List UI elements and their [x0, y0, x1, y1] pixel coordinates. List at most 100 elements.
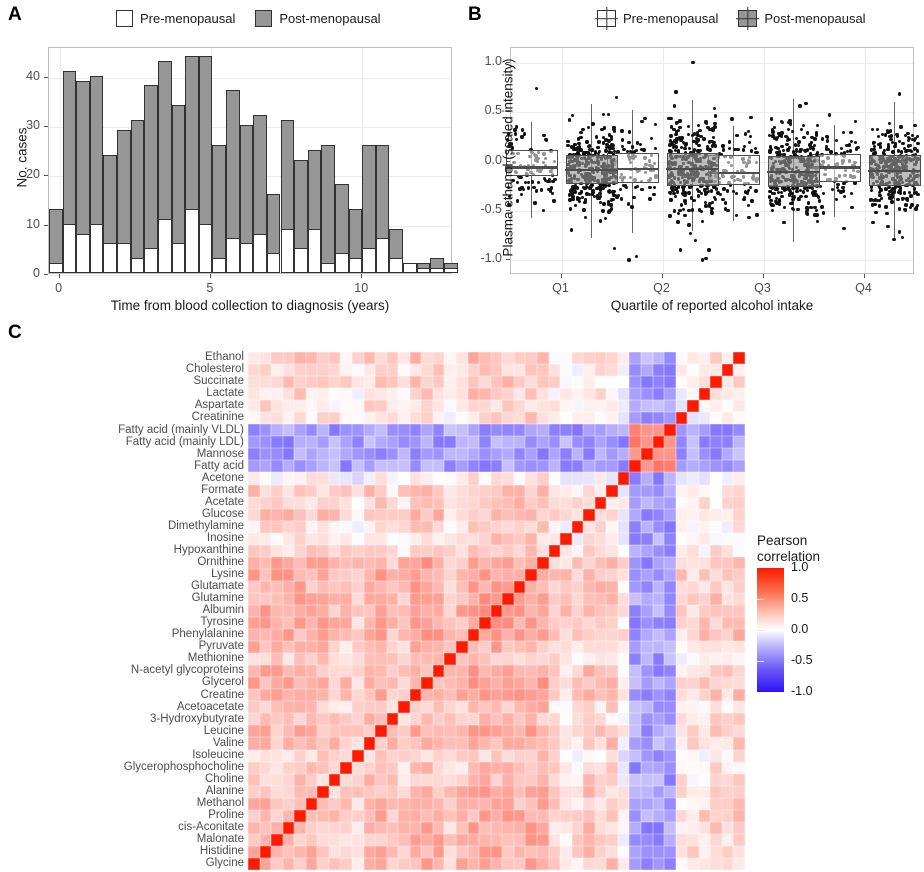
- heatmap-cell: [421, 472, 433, 485]
- heatmap-cell: [629, 797, 641, 810]
- jitter-point: [653, 146, 657, 151]
- heatmap-cell: [548, 592, 561, 605]
- heatmap-cell: [606, 388, 618, 401]
- heatmap-row-label: Aspartate: [194, 399, 244, 412]
- heatmap-cell: [479, 845, 491, 858]
- heatmap-cell: [328, 364, 341, 377]
- gridline-h: [49, 275, 451, 276]
- heatmap-cell: [248, 436, 260, 449]
- heatmap-cell: [502, 653, 514, 666]
- jitter-point: [891, 150, 895, 154]
- heatmap-cell: [594, 544, 607, 557]
- heatmap-cell: [617, 424, 630, 437]
- jitter-point: [767, 195, 772, 199]
- heatmap-cell: [444, 484, 457, 497]
- heatmap-cell: [571, 845, 584, 858]
- heatmap-cell: [271, 677, 283, 690]
- heatmap-cell: [386, 665, 399, 678]
- heatmap-cell: [640, 725, 653, 738]
- jitter-point: [643, 116, 647, 120]
- heatmap-cell: [594, 556, 607, 569]
- heatmap-cell: [594, 508, 607, 521]
- heatmap-cell: [375, 520, 387, 533]
- heatmap-cell: [594, 821, 607, 834]
- heatmap-cell: [259, 508, 272, 521]
- gridline-v: [561, 48, 563, 273]
- jitter-point: [795, 189, 799, 194]
- heatmap-cell: [375, 580, 387, 593]
- heatmap-cell: [479, 388, 491, 401]
- heatmap-cell: [259, 388, 272, 401]
- heatmap-cell: [432, 544, 445, 557]
- heatmap-cell: [687, 737, 699, 750]
- heatmap-cell: [340, 797, 353, 810]
- heatmap-cell: [640, 653, 653, 666]
- heatmap-cell: [490, 845, 503, 858]
- heatmap-cell: [571, 665, 584, 678]
- heatmap-cell: [640, 773, 653, 786]
- heatmap-cell: [259, 797, 272, 810]
- heatmap-cell: [687, 424, 699, 437]
- heatmap-cell: [594, 604, 607, 618]
- jitter-point: [669, 134, 673, 138]
- heatmap-cell: [479, 785, 491, 798]
- jitter-point: [742, 198, 746, 202]
- heatmap-cell: [352, 737, 364, 750]
- jitter-point: [683, 199, 687, 203]
- heatmap-cell: [375, 532, 387, 545]
- heatmap-cell: [606, 436, 618, 449]
- jitter-point: [612, 149, 617, 153]
- heatmap-cell: [502, 737, 514, 750]
- heatmap-cell: [652, 821, 665, 834]
- heatmap-cell: [317, 496, 329, 509]
- heatmap-cell: [444, 797, 457, 810]
- heatmap-cell: [513, 568, 526, 581]
- heatmap-cell: [363, 845, 376, 858]
- heatmap-cell: [317, 653, 329, 666]
- jitter-point: [612, 126, 616, 130]
- heatmap-cell: [548, 617, 561, 630]
- heatmap-cell: [248, 641, 260, 654]
- jitter-point: [708, 201, 712, 206]
- jitter-point: [799, 194, 803, 199]
- jitter-point: [813, 205, 817, 210]
- heatmap-cell: [560, 773, 572, 786]
- heatmap-cell: [352, 785, 364, 798]
- heatmap-cell: [733, 448, 745, 461]
- heatmap-cell: [698, 677, 711, 690]
- heatmap-cell: [733, 460, 745, 473]
- heatmap-cell: [502, 689, 514, 702]
- jitter-point: [842, 181, 846, 185]
- heatmap-cell: [259, 592, 272, 605]
- heatmap-cell: [294, 653, 306, 666]
- heatmap-cell: [710, 725, 722, 738]
- heatmap-cell: [294, 580, 306, 593]
- heatmap-cell: [710, 809, 722, 822]
- heatmap-cell: [560, 604, 572, 618]
- heatmap-cell: [571, 412, 584, 425]
- heatmap-cell: [375, 352, 387, 365]
- jitter-point: [583, 215, 588, 219]
- heatmap-cell: [594, 388, 607, 401]
- heatmap-cell: [456, 580, 468, 593]
- heatmap-cell: [652, 785, 665, 798]
- heatmap-cell: [710, 580, 722, 593]
- jitter-point: [755, 213, 759, 217]
- jitter-point: [871, 221, 875, 225]
- jitter-point: [786, 148, 790, 152]
- heatmap-cell: [328, 845, 341, 858]
- heatmap-cell: [352, 845, 364, 858]
- heatmap-cell: [340, 737, 353, 750]
- heatmap-cell: [340, 713, 353, 726]
- boxplot-box: [505, 149, 558, 177]
- heatmap-cell: [409, 677, 422, 690]
- heatmap-cell: [282, 520, 295, 533]
- jitter-point: [875, 127, 880, 132]
- heatmap-row-label: Phenylalanine: [171, 628, 244, 641]
- heatmap-cell: [513, 460, 526, 473]
- heatmap-cell: [398, 388, 410, 401]
- heatmap-cell: [594, 352, 607, 365]
- heatmap-row-label: Proline: [208, 808, 244, 821]
- jitter-point: [648, 197, 652, 201]
- histogram-bar: [321, 46, 335, 273]
